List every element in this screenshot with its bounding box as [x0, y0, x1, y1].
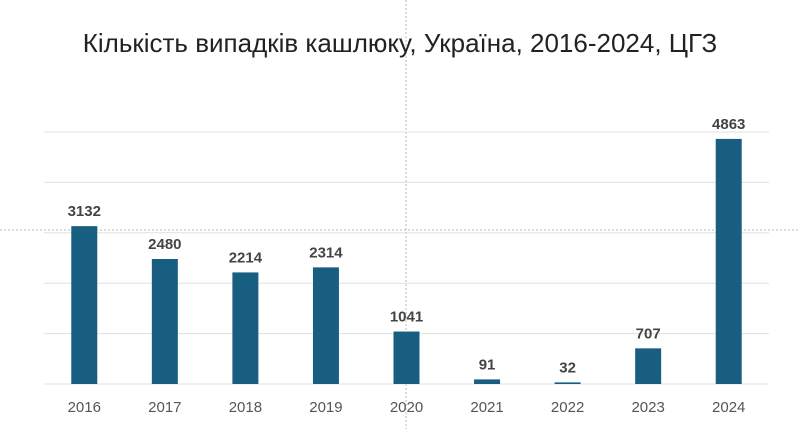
- x-tick-label: 2016: [68, 399, 101, 416]
- x-tick-label: 2019: [309, 399, 342, 416]
- bar: [151, 259, 178, 384]
- bar: [71, 226, 98, 384]
- bar: [635, 348, 662, 384]
- bar: [393, 331, 420, 384]
- value-label: 4863: [712, 116, 745, 133]
- value-label: 91: [479, 356, 496, 373]
- chart-title: Кількість випадків кашлюку, Україна, 201…: [83, 28, 718, 58]
- value-label: 2314: [309, 244, 343, 261]
- value-label: 2480: [148, 236, 181, 253]
- bar: [554, 382, 581, 384]
- value-label: 2214: [229, 249, 263, 266]
- value-label: 707: [636, 325, 661, 342]
- x-tick-label: 2021: [470, 399, 503, 416]
- bar: [715, 138, 742, 384]
- x-tick-label: 2023: [631, 399, 664, 416]
- value-label: 3132: [68, 203, 101, 220]
- value-label: 1041: [390, 309, 423, 326]
- x-tick-label: 2017: [148, 399, 181, 416]
- value-label: 32: [559, 359, 576, 376]
- bar: [312, 267, 339, 384]
- x-tick-label: 2018: [229, 399, 262, 416]
- x-tick-label: 2024: [712, 399, 745, 416]
- bar: [474, 379, 501, 384]
- x-tick-label: 2022: [551, 399, 584, 416]
- bar: [232, 272, 259, 384]
- x-tick-label: 2020: [390, 399, 423, 416]
